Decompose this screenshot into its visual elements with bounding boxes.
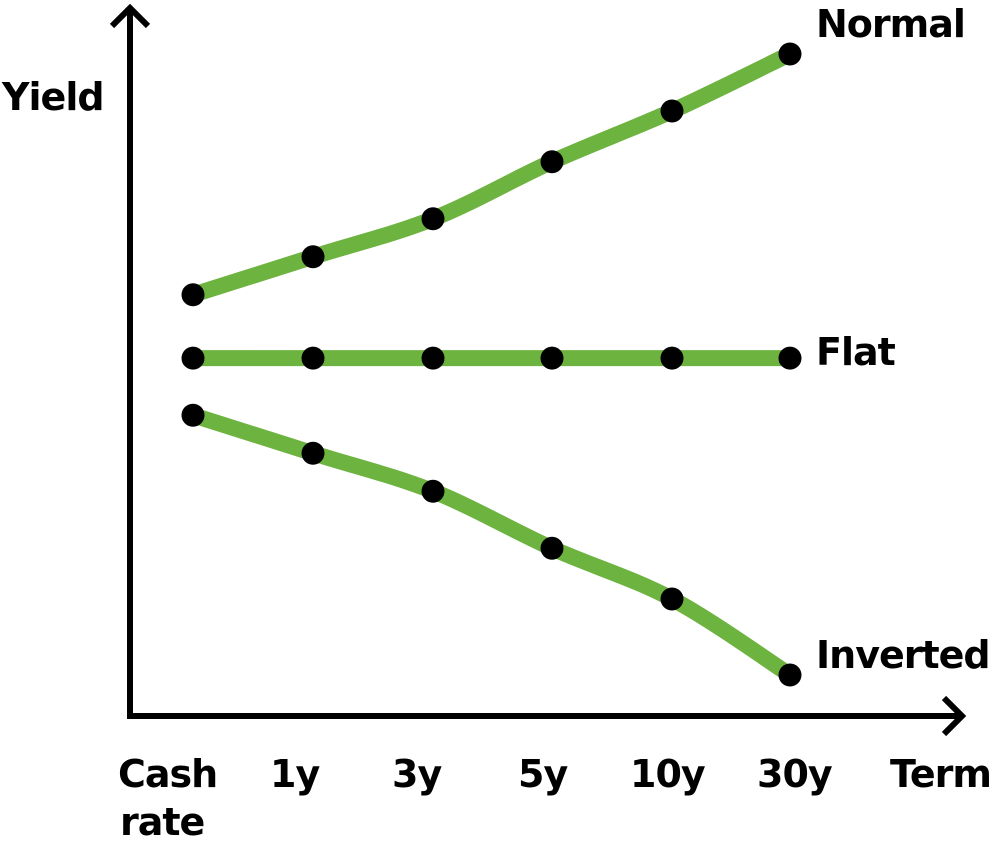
data-point-inverted-3: [540, 536, 564, 560]
data-point-normal-3: [540, 150, 564, 174]
tick-10y: 10y: [630, 752, 706, 796]
data-point-flat-5: [778, 346, 802, 370]
tick-rate: rate: [120, 800, 205, 844]
data-point-inverted-4: [660, 587, 684, 611]
data-point-flat-3: [540, 346, 564, 370]
data-point-normal-4: [660, 99, 684, 123]
series-label-inverted: Inverted: [816, 633, 991, 677]
data-point-inverted-5: [778, 663, 802, 687]
y-axis-arrow-icon: [109, 3, 151, 29]
data-point-normal-1: [301, 245, 325, 269]
x-axis-arrow-icon: [941, 695, 967, 737]
tick-cash: Cash: [118, 752, 218, 796]
data-point-flat-4: [660, 346, 684, 370]
series-label-flat: Flat: [816, 330, 896, 374]
data-point-inverted-0: [181, 403, 205, 427]
tick-3y: 3y: [392, 752, 442, 796]
y-axis-label: Yield: [2, 75, 105, 119]
data-point-flat-1: [301, 346, 325, 370]
axes: [109, 3, 967, 737]
data-point-normal-2: [421, 207, 445, 231]
series-label-normal: Normal: [816, 2, 966, 46]
tick-1y: 1y: [270, 752, 320, 796]
series-layer: [181, 42, 802, 687]
tick-5y: 5y: [518, 752, 568, 796]
data-point-normal-5: [778, 42, 802, 66]
data-point-inverted-2: [421, 479, 445, 503]
data-point-normal-0: [181, 283, 205, 307]
data-point-flat-0: [181, 346, 205, 370]
series-line-normal: [185, 46, 798, 303]
x-axis-label: Term: [890, 752, 992, 796]
data-point-flat-2: [421, 346, 445, 370]
tick-30y: 30y: [757, 752, 833, 796]
data-point-inverted-1: [301, 441, 325, 465]
series-line-inverted: [185, 407, 798, 683]
